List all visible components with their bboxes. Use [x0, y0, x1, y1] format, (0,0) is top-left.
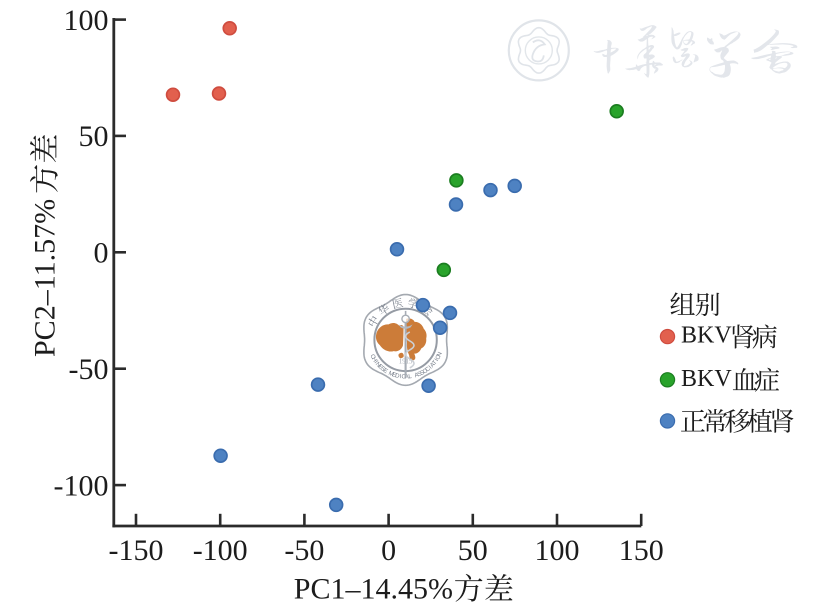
svg-text:BKV: BKV — [681, 366, 732, 392]
svg-text:100: 100 — [535, 534, 580, 567]
svg-text:-150: -150 — [109, 534, 164, 567]
svg-text:H: H — [370, 356, 378, 363]
svg-text:A: A — [429, 361, 438, 369]
svg-text:0: 0 — [381, 534, 396, 567]
svg-text:150: 150 — [619, 534, 664, 567]
svg-text:S: S — [416, 370, 422, 378]
svg-text:S: S — [419, 369, 426, 377]
svg-text:PC1–14.45%: PC1–14.45% — [294, 573, 453, 606]
svg-text:50: 50 — [458, 534, 488, 567]
svg-text:C: C — [368, 353, 377, 361]
svg-text:E: E — [376, 363, 384, 371]
svg-text:E: E — [382, 367, 389, 375]
svg-text:-100: -100 — [54, 469, 109, 502]
svg-text:O: O — [434, 353, 443, 361]
svg-text:D: D — [394, 372, 400, 380]
svg-text:E: E — [391, 371, 397, 379]
svg-text:100: 100 — [64, 4, 109, 37]
svg-text:S: S — [379, 365, 387, 373]
svg-text:0: 0 — [94, 237, 109, 270]
svg-text:A: A — [413, 371, 420, 379]
svg-text:1915: 1915 — [399, 359, 413, 366]
svg-text:-50: -50 — [69, 353, 109, 386]
svg-text:I: I — [399, 373, 402, 380]
svg-text:C: C — [424, 365, 432, 374]
svg-text:I: I — [427, 364, 433, 371]
svg-text:A: A — [405, 373, 410, 380]
svg-text:N: N — [374, 361, 382, 369]
svg-text:I: I — [433, 357, 440, 362]
svg-text:M: M — [387, 370, 394, 378]
svg-text:BKV: BKV — [681, 323, 732, 349]
svg-text:L: L — [408, 373, 413, 380]
svg-text:C: C — [401, 373, 406, 380]
svg-text:I: I — [373, 359, 380, 365]
svg-text:T: T — [431, 359, 439, 366]
svg-text:-50: -50 — [284, 534, 324, 567]
svg-text:PC2–11.57%: PC2–11.57% — [29, 199, 62, 357]
svg-text:50: 50 — [79, 120, 109, 153]
svg-text:-100: -100 — [193, 534, 248, 567]
svg-text:O: O — [421, 367, 429, 376]
svg-text:N: N — [436, 351, 444, 358]
